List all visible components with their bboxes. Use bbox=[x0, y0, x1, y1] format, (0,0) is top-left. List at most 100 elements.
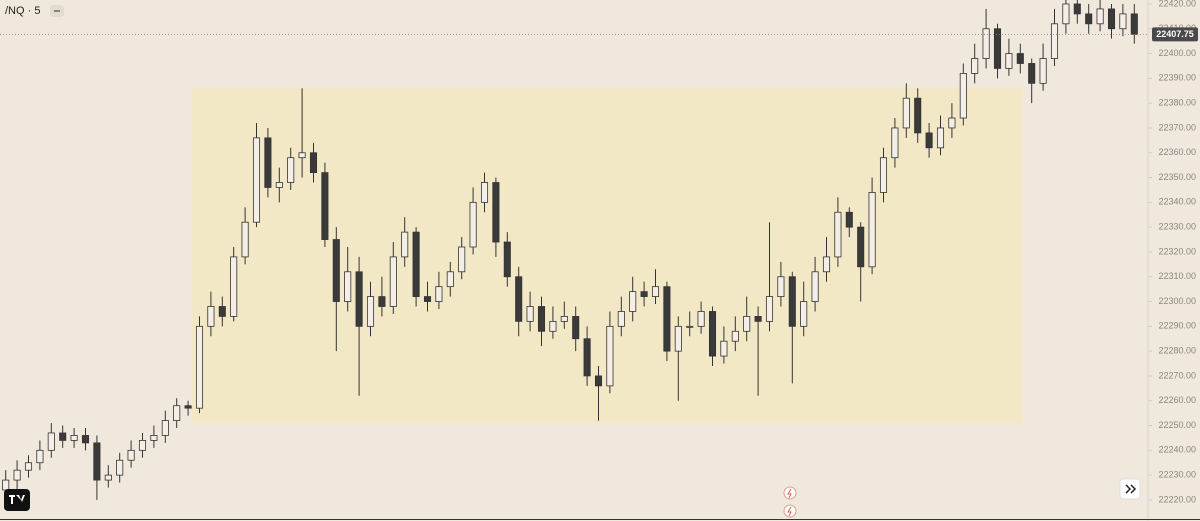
candle-body bbox=[469, 201, 477, 248]
candle-body bbox=[1062, 3, 1070, 25]
candle-body bbox=[230, 256, 238, 317]
y-tick-label: 22340.00 bbox=[1158, 197, 1196, 207]
candle-body bbox=[264, 137, 272, 188]
candle-body bbox=[275, 182, 283, 188]
candle-body bbox=[754, 316, 762, 322]
candle-body bbox=[822, 256, 831, 273]
candle-body bbox=[663, 286, 671, 352]
y-tick-label: 22260.00 bbox=[1158, 395, 1196, 405]
candle-body bbox=[606, 325, 614, 387]
y-tick-label: 22270.00 bbox=[1158, 370, 1196, 380]
y-tick-label: 22230.00 bbox=[1158, 469, 1196, 479]
candle-body bbox=[948, 117, 956, 129]
candle-body bbox=[116, 459, 124, 476]
candle-body bbox=[127, 449, 135, 461]
candle-body bbox=[537, 306, 546, 332]
y-tick-label: 22280.00 bbox=[1158, 346, 1196, 356]
candle-body bbox=[617, 311, 625, 327]
candle-body bbox=[287, 157, 295, 183]
y-tick-label: 22220.00 bbox=[1158, 494, 1196, 504]
candle-body bbox=[70, 435, 78, 441]
candle-body bbox=[743, 316, 751, 332]
candle-body bbox=[218, 306, 226, 317]
candle-body bbox=[697, 311, 705, 327]
candle-body bbox=[173, 405, 181, 421]
symbol: /NQ · 5 bbox=[5, 5, 40, 17]
candle-body bbox=[13, 469, 21, 481]
candle-body bbox=[936, 127, 945, 149]
candle-body bbox=[241, 221, 249, 258]
candle-body bbox=[401, 231, 409, 258]
candle-body bbox=[150, 435, 158, 441]
candle-body bbox=[378, 296, 386, 307]
candle-body bbox=[708, 311, 717, 357]
candle-body bbox=[412, 231, 420, 297]
scroll-button[interactable] bbox=[1119, 478, 1141, 500]
candle-body bbox=[800, 301, 808, 327]
candle-body bbox=[81, 435, 90, 444]
collapse-button[interactable] bbox=[50, 5, 64, 17]
candle-body bbox=[526, 306, 534, 322]
candle-body bbox=[1028, 63, 1036, 84]
candle-body bbox=[207, 306, 215, 327]
candle-body bbox=[914, 97, 922, 134]
candle-body bbox=[834, 211, 842, 258]
candle-body bbox=[902, 97, 910, 129]
candle-body bbox=[651, 286, 660, 297]
candle-body bbox=[765, 296, 774, 322]
candle-body bbox=[480, 182, 489, 203]
candle-body bbox=[332, 239, 340, 302]
axis-layer: 22220.00 22230.00 22240.00 22250.00 22260.00… bbox=[1148, 0, 1196, 504]
candle-body bbox=[971, 58, 979, 74]
y-tick-label: 22300.00 bbox=[1158, 296, 1196, 306]
y-tick-label: 22390.00 bbox=[1158, 73, 1196, 83]
candle-body bbox=[321, 172, 329, 240]
candle-body bbox=[925, 132, 933, 149]
logo bbox=[4, 489, 30, 511]
candle-body bbox=[446, 271, 454, 288]
candle-body bbox=[811, 271, 819, 302]
candle-body bbox=[366, 296, 375, 327]
y-tick-label: 22400.00 bbox=[1158, 48, 1196, 58]
candle-body bbox=[891, 127, 899, 159]
candle-body bbox=[36, 449, 44, 464]
candle-body bbox=[355, 271, 363, 327]
candle-body bbox=[549, 320, 557, 332]
event-icon[interactable] bbox=[783, 504, 797, 518]
candle-body bbox=[458, 246, 466, 273]
event-icon[interactable] bbox=[783, 486, 797, 500]
candle-body bbox=[594, 375, 603, 387]
candle-body bbox=[731, 330, 739, 342]
y-tick-label: 22310.00 bbox=[1158, 271, 1196, 281]
candle-body bbox=[1050, 23, 1059, 59]
candle-body bbox=[492, 182, 500, 243]
last-price-tag bbox=[1152, 27, 1198, 42]
candle-body bbox=[629, 291, 637, 312]
y-tick-label: 22380.00 bbox=[1158, 98, 1196, 108]
candle-body bbox=[195, 325, 204, 409]
candle-body bbox=[674, 325, 682, 352]
candle-body bbox=[252, 137, 261, 223]
candle-body bbox=[1096, 8, 1104, 25]
candle-body bbox=[982, 28, 990, 59]
y-tick-label: 22240.00 bbox=[1158, 445, 1196, 455]
candle-body bbox=[1119, 13, 1127, 30]
candle-body bbox=[959, 73, 967, 119]
y-tick-label: 22370.00 bbox=[1158, 122, 1196, 132]
candle-body bbox=[47, 432, 55, 451]
candle-body bbox=[583, 338, 591, 377]
candle-body bbox=[435, 286, 443, 302]
candle-body bbox=[104, 474, 112, 481]
candle-body bbox=[1005, 53, 1013, 69]
candle-body bbox=[1130, 13, 1138, 35]
y-tick-label: 22330.00 bbox=[1158, 222, 1196, 232]
candle-body bbox=[845, 211, 853, 228]
candle-body bbox=[1039, 58, 1047, 84]
candle-body bbox=[788, 276, 796, 327]
candle-body bbox=[777, 276, 785, 297]
candle-body bbox=[640, 291, 648, 297]
candle-body bbox=[1016, 53, 1024, 64]
candle-body bbox=[2, 479, 10, 491]
candle-body bbox=[857, 226, 865, 268]
